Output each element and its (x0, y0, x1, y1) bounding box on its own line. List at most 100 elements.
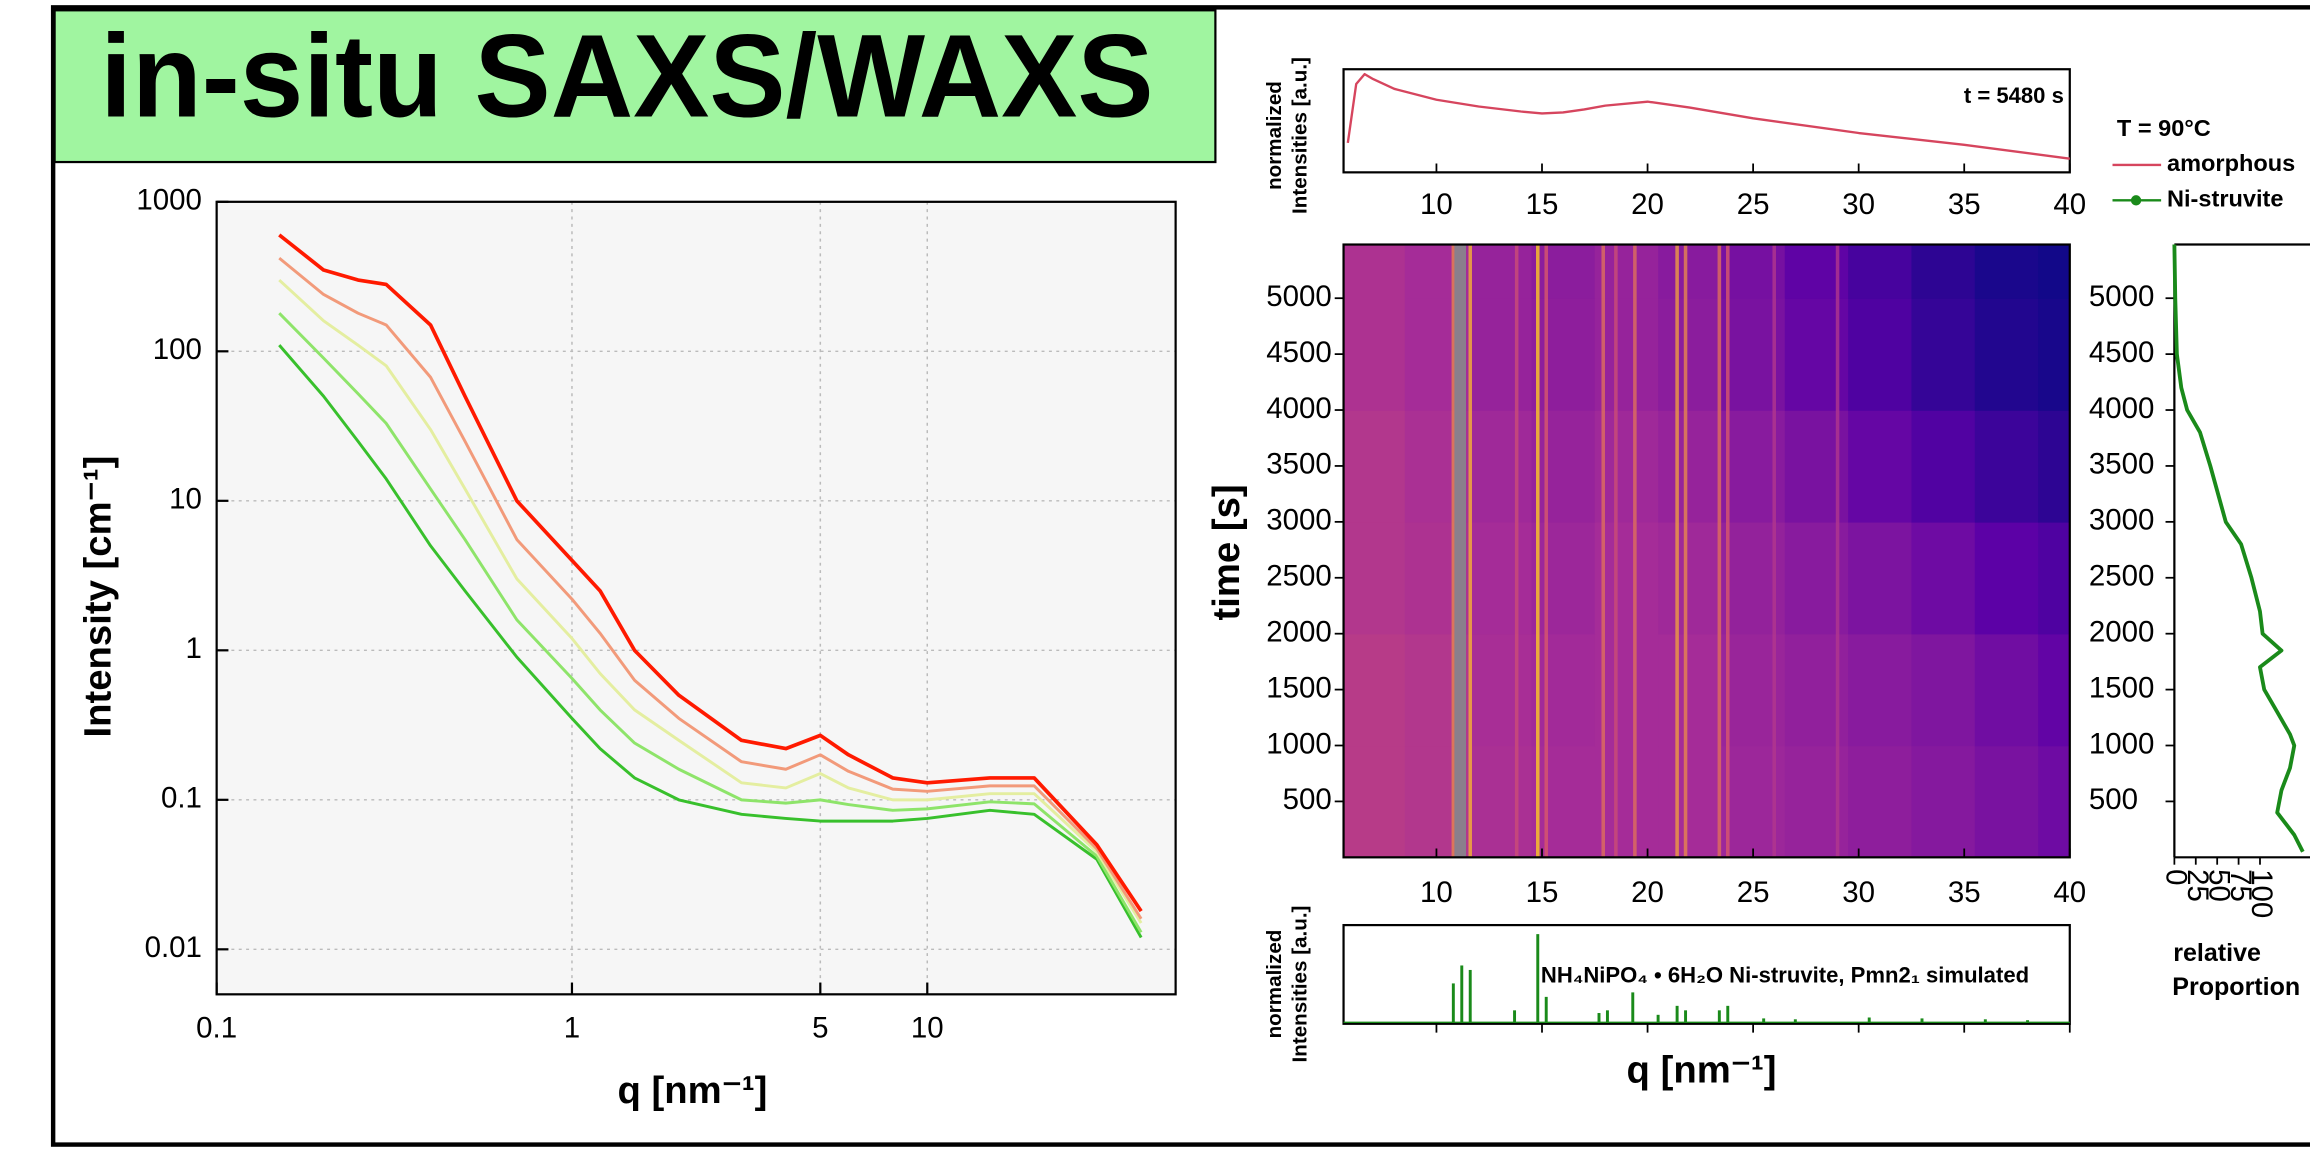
y-tick-label: 4000 (2089, 392, 2155, 425)
heatmap-area (1343, 244, 2070, 858)
heatmap-cell (1848, 244, 1913, 299)
peak-line (1683, 244, 1688, 858)
heatmap-cell (1911, 745, 1976, 858)
heatmap-cell (1974, 410, 2039, 523)
data-line (278, 344, 1143, 939)
annotation: t = 5480 s (1964, 83, 2064, 108)
x-tick-label: 1 (564, 1011, 580, 1044)
x-tick-label: 10 (911, 1011, 944, 1044)
plot-frame (215, 200, 1177, 996)
data-line (2172, 244, 2305, 853)
heatmap-cell (2038, 244, 2070, 299)
y-axis-label: time [s] (1205, 484, 1248, 620)
heatmap-cell (1531, 521, 1596, 635)
heatmap-cell (1974, 244, 2039, 299)
x-tick-label: 25 (2181, 869, 2214, 902)
masked-band (1454, 244, 1466, 858)
heatmap-cell (1911, 521, 1976, 635)
y-tick-label: 500 (2089, 783, 2138, 816)
x-tick-label: 0.1 (196, 1011, 237, 1044)
y-tick-label: 500 (1283, 783, 1332, 816)
y-axis-label: Intensities [a.u.] (1288, 906, 1311, 1063)
heatmap-cell (1594, 633, 1659, 747)
heatmap-cell (1658, 410, 1723, 523)
heatmap-cell (1848, 410, 1913, 523)
heatmap-cell (1343, 745, 1406, 858)
peak-line (1601, 244, 1605, 858)
heatmap-cell (1974, 521, 2039, 635)
heatmap-cell (1911, 244, 1976, 299)
peak-line (1514, 244, 1519, 858)
x-axis-label: relative (2173, 939, 2261, 967)
heatmap-cell (1343, 244, 1406, 299)
y-tick-label: 2000 (2089, 615, 2155, 648)
x-tick-label: 100 (2245, 869, 2278, 918)
heatmap-cell (1974, 633, 2039, 747)
x-tick-label: 30 (1842, 188, 1875, 221)
x-tick-label: 30 (1842, 876, 1875, 909)
data-line (278, 278, 1143, 924)
peak-line (1633, 244, 1637, 858)
heatmap-cell (1911, 298, 1976, 411)
heatmap-cell (1594, 521, 1659, 635)
x-tick-label: 35 (1948, 188, 1981, 221)
data-line (278, 256, 1143, 920)
y-tick-label: 1500 (2089, 671, 2155, 704)
title: in-situ SAXS/WAXS (100, 10, 1153, 142)
y-tick-label: 0.1 (161, 782, 202, 815)
peak-line (1726, 244, 1730, 858)
heatmap-cell (1911, 633, 1976, 747)
x-axis-label: q [nm⁻¹] (1627, 1049, 1777, 1092)
y-tick-label: 5000 (2089, 280, 2155, 313)
peak-line (1536, 244, 1540, 858)
heatmap-cell (2038, 298, 2070, 411)
heatmap-cell (1594, 298, 1659, 411)
heatmap-cell (2038, 745, 2070, 858)
x-tick-label: 5 (812, 1011, 828, 1044)
plot-frame (1342, 923, 2071, 1025)
x-tick-label: 0 (2160, 869, 2193, 885)
x-tick-label: 20 (1631, 188, 1664, 221)
y-tick-label: 0.01 (145, 931, 202, 964)
y-tick-label: 100 (153, 333, 202, 366)
heatmap-cell (1658, 521, 1723, 635)
heatmap-cell (1658, 244, 1723, 299)
x-axis-label: q [nm⁻¹] (617, 1069, 767, 1112)
y-tick-label: 1000 (2089, 727, 2155, 760)
legend-label: Ni-struvite (2167, 186, 2283, 212)
x-tick-label: 25 (1737, 876, 1770, 909)
heatmap-cell (1658, 745, 1723, 858)
heatmap-cell (1468, 745, 1533, 858)
peak-line (1468, 244, 1472, 858)
y-tick-label: 2500 (1266, 560, 1332, 593)
x-tick-label: 25 (1737, 188, 1770, 221)
heatmap-cell (1468, 244, 1533, 299)
heatmap-cell (1468, 521, 1533, 635)
y-tick-label: 2000 (1266, 615, 1332, 648)
legend-label: amorphous (2167, 150, 2295, 176)
heatmap-cell (1531, 410, 1596, 523)
y-axis-label: Intensity [cm⁻¹] (76, 456, 119, 738)
y-tick-label: 4500 (1266, 336, 1332, 369)
heatmap-cell (1468, 298, 1533, 411)
y-tick-label: 3500 (1266, 448, 1332, 481)
peak-line (1544, 244, 1548, 858)
heatmap-cell (1531, 745, 1596, 858)
heatmap-cell (1343, 521, 1406, 635)
peak-line (1614, 244, 1618, 858)
y-tick-label: 3000 (2089, 504, 2155, 537)
plot-frame (1342, 243, 2071, 859)
x-tick-label: 50 (2202, 869, 2235, 902)
heatmap-cell (1658, 298, 1723, 411)
x-tick-label: 35 (1948, 876, 1981, 909)
x-tick-label: 10 (1420, 188, 1453, 221)
legend-marker (2130, 195, 2142, 206)
y-axis-label: normalized (1263, 930, 1286, 1039)
peak-line (1772, 244, 1776, 858)
heatmap-cell (1468, 633, 1533, 747)
y-tick-label: 2500 (2089, 560, 2155, 593)
heatmap-cell (2038, 410, 2070, 523)
heatmap-cell (1343, 298, 1406, 411)
